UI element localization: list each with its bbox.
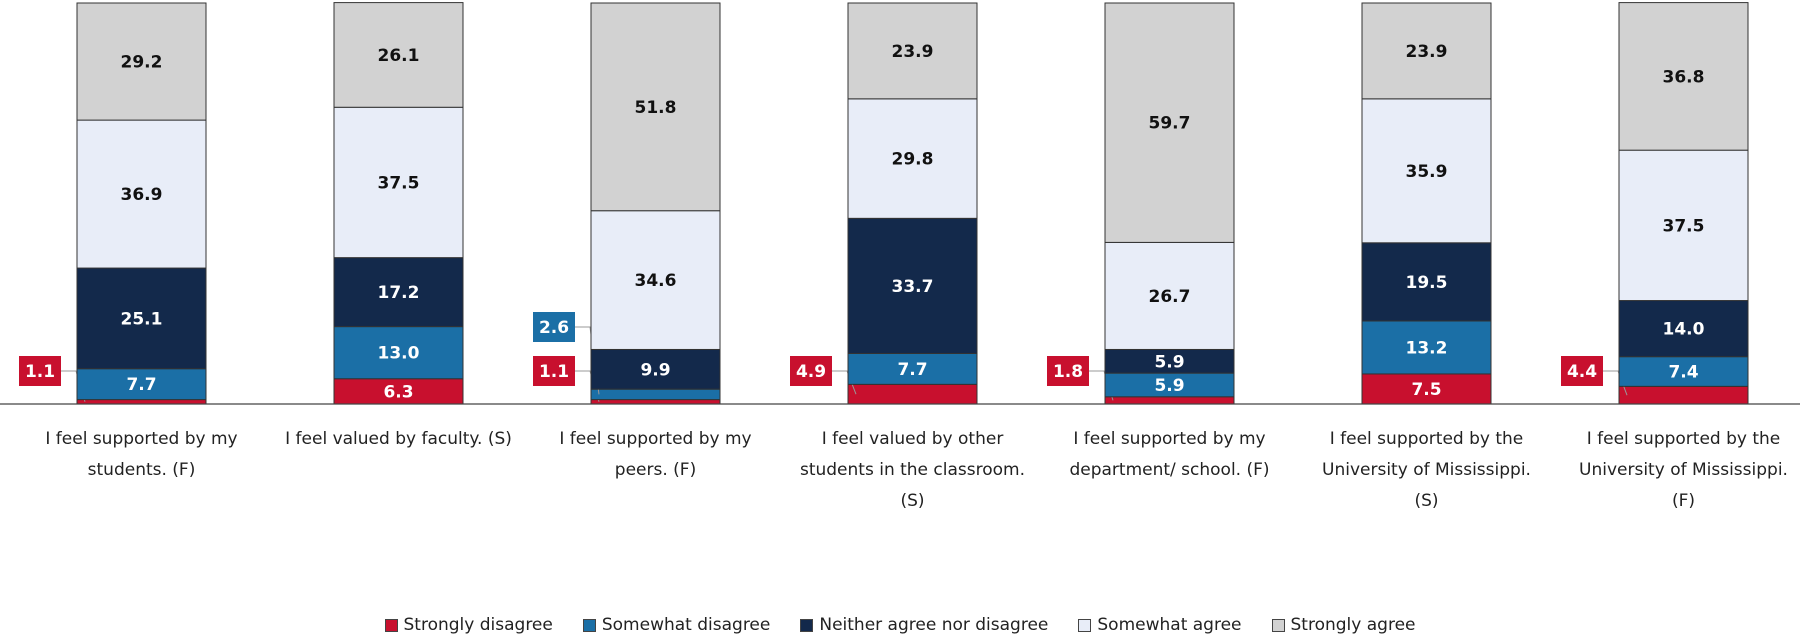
value-label: 7.7 [126,375,156,395]
value-label: 2.6 [539,318,569,338]
bar-segment [847,2,978,100]
x-tick-label: I feel valued by faculty. (S) [285,429,512,449]
callout-box [1047,356,1089,386]
bar-segment [1104,2,1235,243]
bar-segment [76,267,207,370]
bar-segment [76,399,207,405]
value-label: 1.1 [539,362,569,382]
legend-label: Neither agree nor disagree [819,615,1049,635]
value-label: 9.9 [640,360,670,380]
leader-line [1603,370,1628,396]
legend-swatch [800,618,814,632]
legend-label: Strongly agree [1290,615,1416,635]
x-tick-label: I feel valued by other students in the c… [799,429,1026,511]
value-label: 34.6 [635,271,677,291]
value-label: 13.0 [378,344,420,364]
legend-swatch [582,618,596,632]
legend-swatch [384,618,398,632]
value-label: 1.8 [1053,362,1083,382]
value-label: 33.7 [892,277,934,297]
leader-line [832,370,857,395]
bar-segment [1618,2,1749,151]
value-label: 7.4 [1668,363,1698,383]
x-tick-label: I feel supported by the University of Mi… [1322,429,1531,511]
bar-segment [590,210,721,350]
legend: Strongly disagree Somewhat disagree Neithe… [0,615,1800,635]
legend-label: Somewhat disagree [601,615,771,635]
callout-box [1561,356,1603,386]
bar-segment [1618,356,1749,387]
bar-segment [1361,2,1492,100]
bar-segment [847,383,978,405]
value-label: 1.1 [25,362,55,382]
value-label: 4.4 [1567,362,1597,382]
value-label: 5.9 [1154,376,1184,396]
x-tick-label: I feel supported by my peers. (F) [559,429,752,480]
value-label: 26.1 [378,46,420,66]
bar-segment [590,348,721,390]
value-label: 29.2 [121,53,163,73]
value-label: 6.3 [383,382,413,402]
value-label: 59.7 [1149,114,1191,134]
value-label: 17.2 [378,283,420,303]
bar-segment [76,2,207,121]
legend-item: Strongly agree [1271,615,1416,635]
value-label: 7.5 [1411,380,1441,400]
bar-segment [847,352,978,385]
legend-label: Strongly disagree [403,615,553,635]
bar-segment [333,326,464,380]
bar-segment [1361,242,1492,322]
value-label: 25.1 [121,309,163,329]
bar-segment [1361,320,1492,375]
legend-item: Somewhat disagree [582,615,771,635]
bar-segment [590,2,721,212]
value-label: 23.9 [892,42,934,62]
value-label: 19.5 [1406,273,1448,293]
bar-segment [590,399,721,405]
value-label: 37.5 [1663,216,1705,236]
bar-segment [1361,98,1492,244]
bar-segment [333,378,464,405]
legend-item: Strongly disagree [384,615,553,635]
callout-box [533,312,575,342]
value-label: 14.0 [1663,320,1705,340]
legend-item: Somewhat agree [1078,615,1242,635]
value-label: 5.9 [1154,352,1184,372]
x-tick-label: I feel supported by my department/ schoo… [1069,429,1270,480]
value-label: 7.7 [897,360,927,380]
value-label: 35.9 [1406,162,1448,182]
value-label: 29.8 [892,150,934,170]
bar-segment [1104,396,1235,405]
legend-item: Neither agree nor disagree [800,615,1048,635]
callout-box [19,356,61,386]
callout-box [790,356,832,386]
value-label: 36.9 [121,185,163,205]
value-label: 23.9 [1406,42,1448,62]
x-tick-label: I feel supported by the University of Mi… [1579,429,1788,511]
callout-box [533,356,575,386]
bar-segment [847,98,978,219]
bar-segment [76,368,207,401]
value-label: 51.8 [635,98,677,118]
bar-segment [1104,241,1235,350]
legend-swatch [1078,618,1092,632]
x-tick-label: I feel supported by my students. (F) [45,429,238,480]
bar-segment [333,2,464,108]
legend-swatch [1271,618,1285,632]
bar-segment [333,106,464,259]
bar-segment [847,217,978,354]
value-label: 36.8 [1663,67,1705,87]
bar-segment [76,119,207,269]
value-label: 26.7 [1149,287,1191,307]
bar-segment [333,257,464,328]
value-label: 4.9 [796,362,826,382]
bar-segment [590,388,721,401]
value-label: 37.5 [378,173,420,193]
legend-label: Somewhat agree [1097,615,1242,635]
bar-segment [1618,385,1749,405]
value-label: 13.2 [1406,338,1448,358]
